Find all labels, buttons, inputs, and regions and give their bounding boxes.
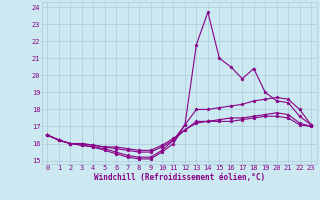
X-axis label: Windchill (Refroidissement éolien,°C): Windchill (Refroidissement éolien,°C) <box>94 173 265 182</box>
